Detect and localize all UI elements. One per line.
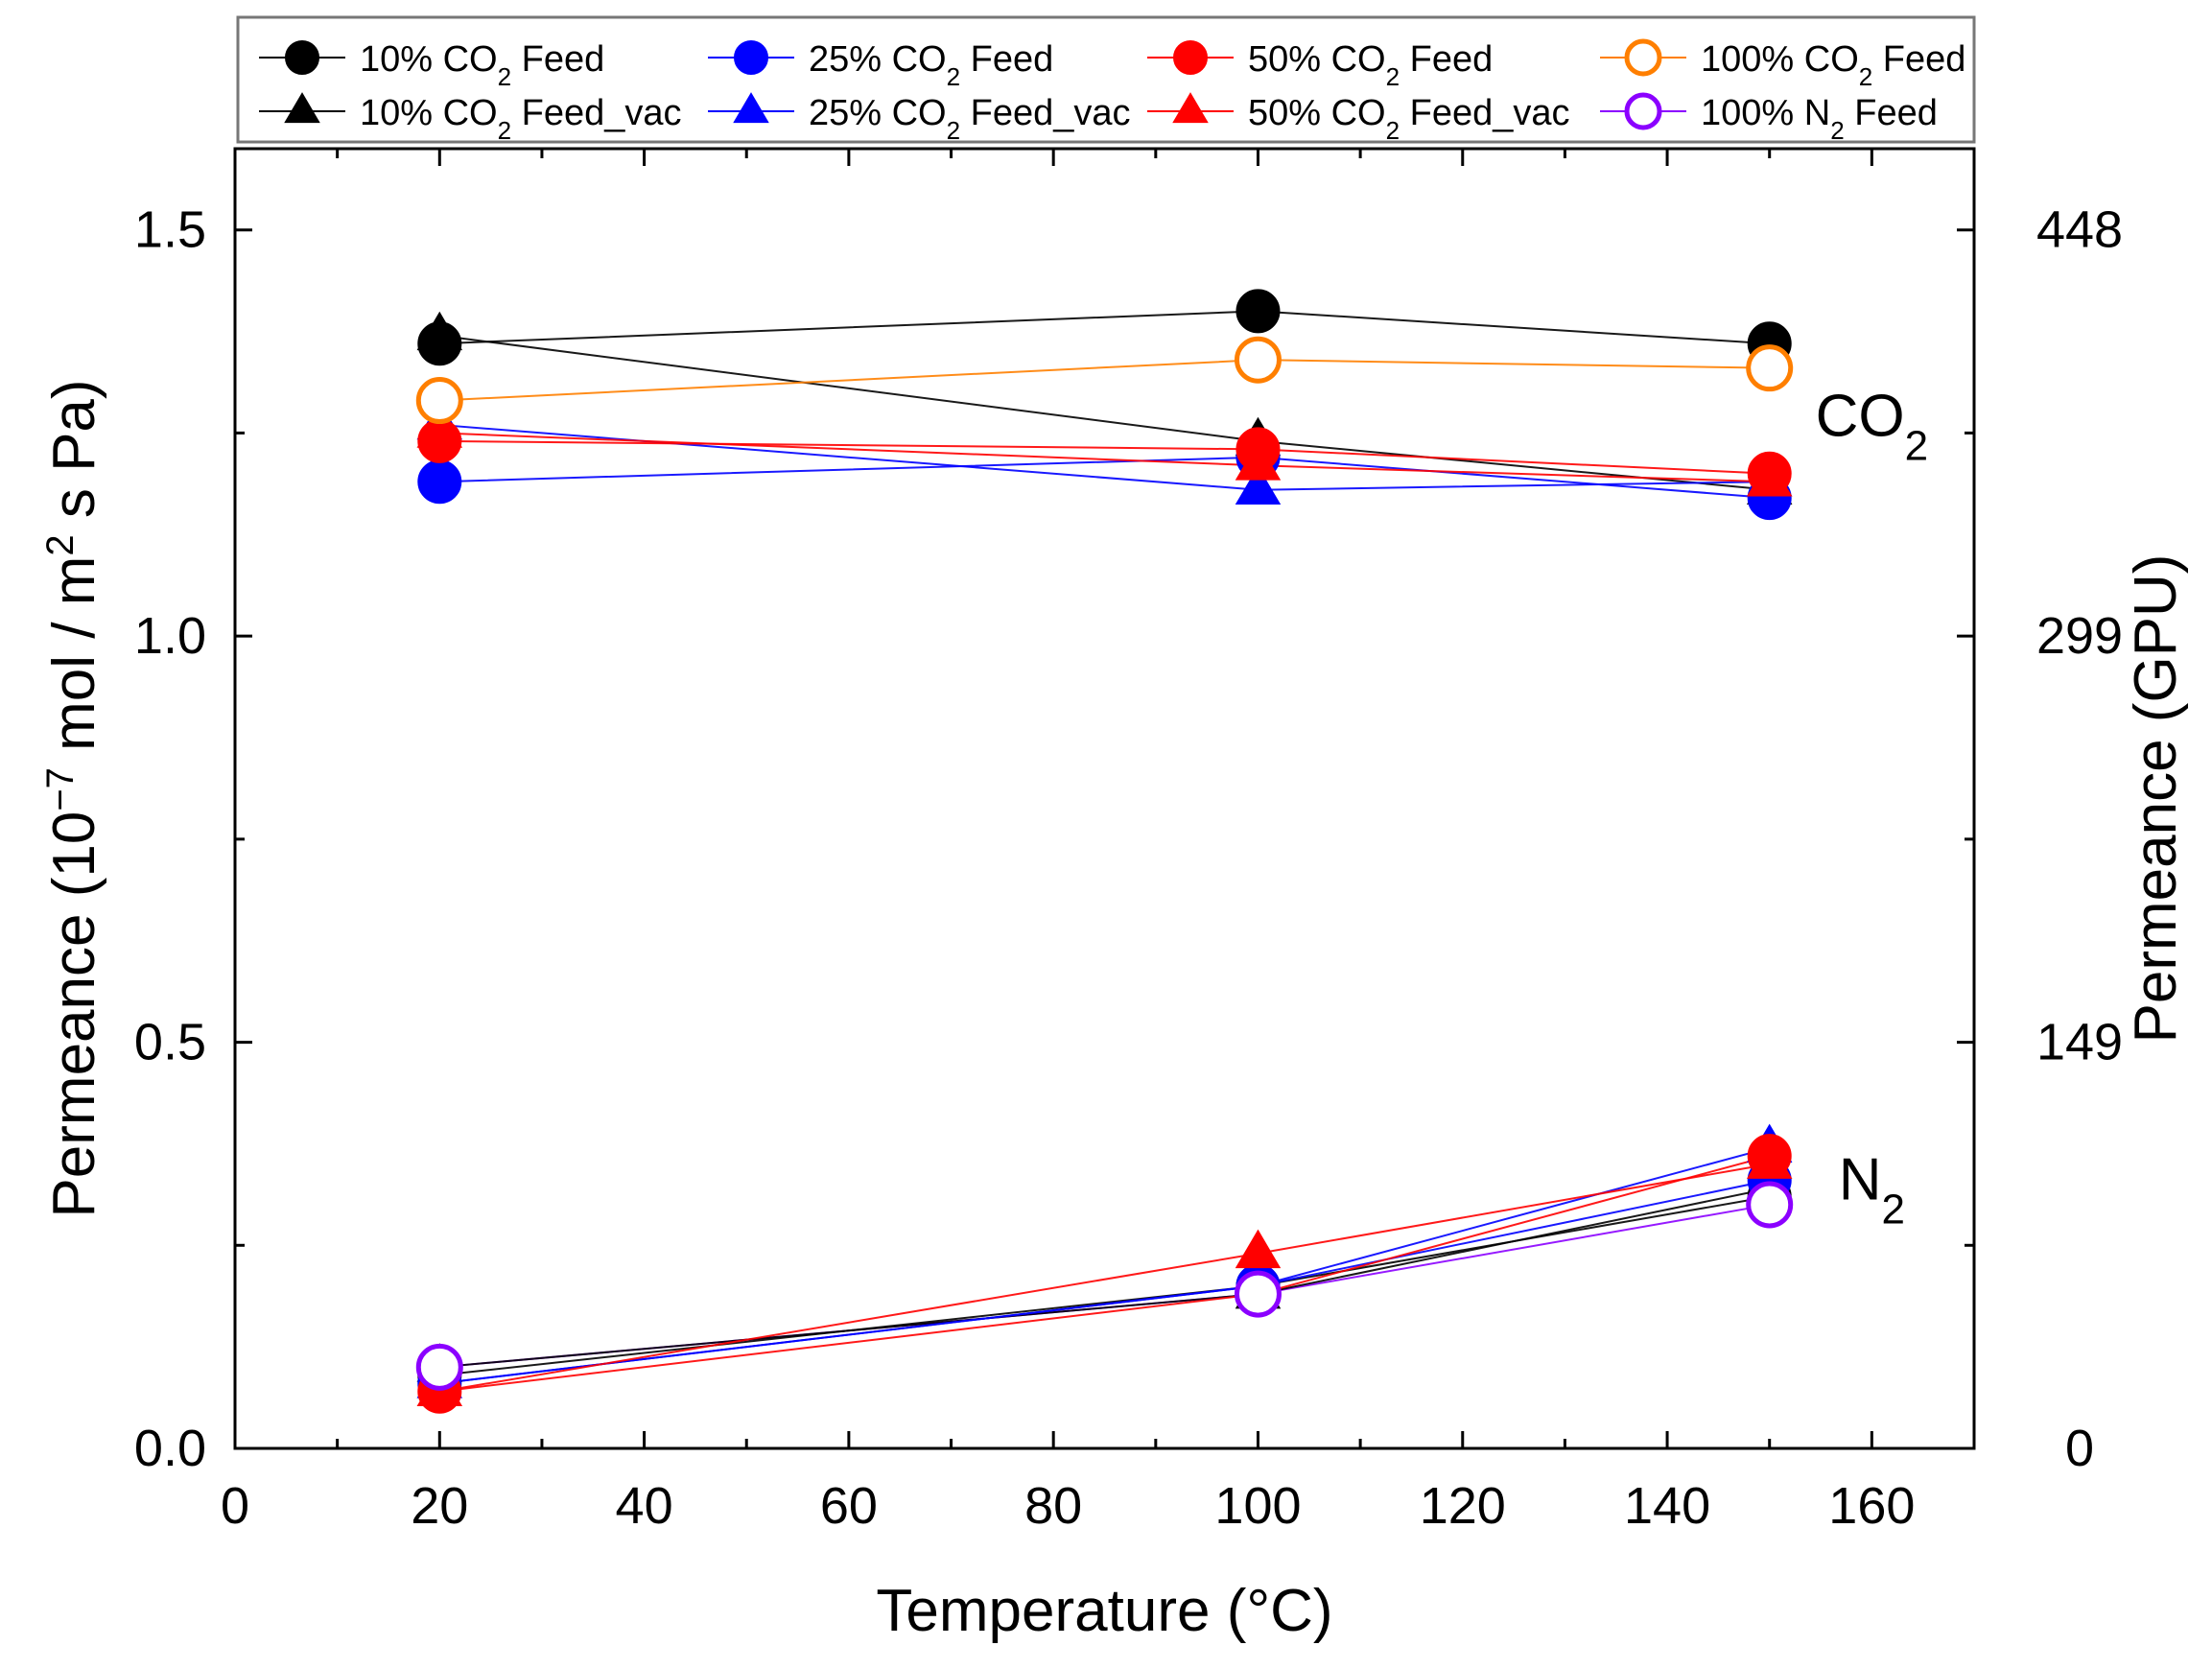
y2-tick-label: 149 [2036, 1014, 2123, 1071]
series-line [439, 310, 1770, 345]
axes: 0 20 40 60 80 100 120 140 160 0.0 0.5 1.0 1.5 0 149 299… [39, 147, 2189, 1644]
data-point [1746, 1181, 1794, 1229]
series-line [439, 439, 1770, 475]
series-line [439, 423, 1770, 491]
y2-tick-label: 0 [2065, 1420, 2094, 1477]
series-line [439, 432, 1770, 483]
legend-label: 25% CO2 Feed_vac [809, 93, 1131, 145]
legend-label: 50% CO2 Feed [1248, 39, 1493, 91]
series-line [439, 1187, 1770, 1369]
data-point [416, 311, 463, 351]
legend-marker [1624, 38, 1662, 77]
series-line [439, 334, 1770, 491]
y-axis-title: Permeance (10−7 mol / m2 s Pa) [39, 379, 107, 1217]
legend-marker [733, 92, 769, 124]
y2-axis-title: Permeance (GPU) [2123, 554, 2189, 1044]
annotation-label: CO2 [1816, 383, 1928, 469]
x-tick-label: 100 [1214, 1477, 1301, 1535]
x-tick-label: 160 [1828, 1477, 1915, 1535]
y2-tick-label: 299 [2036, 607, 2123, 665]
x-tick-label: 80 [1024, 1477, 1082, 1535]
x-tick-label: 40 [616, 1477, 673, 1535]
legend: 10% CO2 Feed 25% CO2 Feed 50% CO2 Feed 100%… [236, 15, 1976, 145]
series-layer [439, 310, 1770, 1393]
data-point [415, 377, 463, 425]
x-tick-label: 140 [1624, 1477, 1710, 1535]
data-point [1746, 344, 1794, 392]
legend-label: 25% CO2 Feed [809, 39, 1053, 91]
legend-label: 100% N2 Feed [1701, 93, 1938, 145]
legend-marker [1172, 92, 1209, 124]
annotations: CO2 N2 [1816, 383, 1928, 1233]
x-tick-label: 20 [411, 1477, 468, 1535]
data-point [417, 459, 462, 505]
plot-frame [233, 147, 1976, 1450]
data-point [1234, 1270, 1282, 1318]
annotation-label: N2 [1839, 1147, 1905, 1234]
x-tick-label: 60 [820, 1477, 878, 1535]
legend-marker [285, 40, 319, 75]
y2-tick-label: 448 [2036, 201, 2123, 259]
data-point [416, 409, 463, 448]
data-point [1235, 465, 1282, 505]
data-point [1235, 441, 1282, 481]
x-tick-label: 0 [221, 1477, 249, 1535]
marker-layer [415, 289, 1794, 1414]
y-tick-label: 1.0 [134, 607, 206, 665]
legend-box [236, 15, 1976, 144]
legend-label: 50% CO2 Feed_vac [1248, 93, 1570, 145]
legend-marker [734, 40, 768, 75]
legend-marker [1624, 92, 1662, 130]
data-point [1746, 458, 1793, 497]
legend-marker [1173, 40, 1208, 75]
series-line [439, 1155, 1770, 1393]
legend-label: 100% CO2 Feed [1701, 39, 1965, 91]
y-tick-label: 0.0 [134, 1420, 206, 1477]
data-point [1235, 289, 1281, 334]
series-line [439, 359, 1770, 402]
data-point [1235, 1229, 1282, 1269]
legend-marker [284, 92, 320, 124]
data-point [1234, 336, 1282, 384]
data-point [1746, 1140, 1793, 1179]
series-line [439, 1146, 1770, 1385]
x-axis-title: Temperature (°C) [876, 1578, 1332, 1644]
y-tick-label: 0.5 [134, 1014, 206, 1071]
y-tick-label: 1.5 [134, 201, 206, 259]
legend-label: 10% CO2 Feed [360, 39, 604, 91]
data-point [415, 1343, 463, 1391]
legend-label: 10% CO2 Feed_vac [360, 93, 682, 145]
x-tick-label: 120 [1420, 1477, 1506, 1535]
series-line [439, 1163, 1770, 1393]
